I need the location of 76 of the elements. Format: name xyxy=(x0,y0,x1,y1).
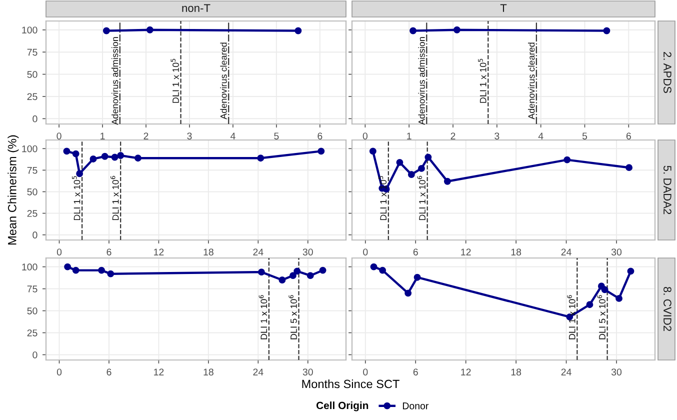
text: 5. DADA2 xyxy=(664,166,672,214)
x-tick-label: 2 xyxy=(450,132,456,140)
legend-title: Cell Origin xyxy=(316,401,368,412)
x-tick-label: 18 xyxy=(511,248,522,256)
y-tick-label: 25 xyxy=(27,329,38,336)
x-tick-label: 0 xyxy=(56,248,62,256)
text: 8. CVID2 xyxy=(664,286,672,331)
ref-line-label: Adenovirus cleared xyxy=(528,42,535,120)
x-tick-label: 0 xyxy=(56,368,62,376)
y-tick-label: 100 xyxy=(22,26,38,34)
chart-title: non-T xyxy=(182,4,210,12)
chart-title: T xyxy=(500,4,507,12)
ref-line-label: Adenovirus admission xyxy=(418,37,425,125)
y-tick-label: 25 xyxy=(27,210,38,217)
x-tick-label: 6 xyxy=(318,132,322,140)
x-tick-label: 1 xyxy=(100,132,105,140)
x-tick-label: 0 xyxy=(56,132,62,140)
x-tick-label: 5 xyxy=(274,132,279,140)
x-tick-label: 12 xyxy=(154,368,164,376)
x-tick-label: 6 xyxy=(413,248,418,256)
ref-line-label: DLI 5 x 10$^{6}$ xyxy=(288,295,297,340)
legend-label: Donor xyxy=(402,402,428,410)
text: 2. APDS xyxy=(664,52,672,93)
ref-line-label: DLI 1 x 10$^{6}$ xyxy=(258,295,268,340)
y-tick-label: 50 xyxy=(27,71,38,78)
x-tick-label: 12 xyxy=(461,368,471,376)
x-tick-label: 24 xyxy=(253,248,264,256)
x-tick-label: 12 xyxy=(461,248,471,256)
x-tick-label: 1 xyxy=(407,132,412,140)
x-tick-label: 4 xyxy=(538,132,544,140)
x-tick-label: 30 xyxy=(302,248,313,256)
x-tick-label: 6 xyxy=(106,248,112,256)
x-tick-label: 0 xyxy=(362,132,368,140)
ref-line-label: DLI 1 x 10$^{6}$ xyxy=(567,295,576,340)
ref-line-label: DLI 1 x 10$^{6}$ xyxy=(417,176,426,220)
y-tick-label: 100 xyxy=(22,264,38,270)
y-tick-label: 25 xyxy=(27,93,38,100)
x-tick-label: 4 xyxy=(230,132,236,140)
y-tick-label: 0 xyxy=(32,115,38,122)
x-tick-label: 30 xyxy=(611,248,622,256)
x-tick-label: 3 xyxy=(494,132,500,140)
x-tick-label: 3 xyxy=(187,132,192,140)
x-tick-label: 0 xyxy=(363,248,368,256)
y-tick-label: 75 xyxy=(27,48,38,56)
ref-line-label: DLI 1 x 10$^{5}$ xyxy=(478,58,486,103)
ref-line-label: DLI 1 x 10$^{5}$ xyxy=(72,176,80,220)
ref-line-label: Adenovirus admission xyxy=(111,37,118,125)
x-tick-label: 24 xyxy=(561,368,572,376)
y-tick-label: 0 xyxy=(32,351,38,358)
ref-line-label: DLI 1 x 10$^{6}$ xyxy=(110,176,119,220)
ref-line-label: DLI 1 x 10$^{5}$ xyxy=(378,176,387,220)
x-tick-label: 30 xyxy=(302,368,313,376)
y-tick-label: 75 xyxy=(27,286,38,292)
x-tick-label: 5 xyxy=(582,132,588,140)
y-tick-label: 100 xyxy=(22,145,38,152)
x-tick-label: 12 xyxy=(154,248,164,256)
x-tick-label: 24 xyxy=(561,248,572,256)
y-tick-label: 50 xyxy=(27,307,38,314)
ref-line-label: DLI 5 x 10$^{6}$ xyxy=(597,295,606,340)
x-tick-label: 24 xyxy=(253,368,264,376)
x-tick-label: 30 xyxy=(611,368,622,376)
y-tick-label: 0 xyxy=(32,232,38,238)
x-tick-label: 18 xyxy=(204,368,214,376)
ref-line-label: DLI 1 x 10$^{5}$ xyxy=(170,58,179,103)
x-tick-label: 18 xyxy=(511,368,522,376)
x-tick-label: 2 xyxy=(144,132,148,140)
x-tick-label: 18 xyxy=(204,248,214,256)
x-tick-label: 6 xyxy=(413,368,418,376)
x-tick-label: 0 xyxy=(363,368,368,376)
x-axis-title: Months Since SCT xyxy=(302,379,400,388)
y-tick-label: 50 xyxy=(27,188,38,196)
y-axis-title: Mean Chimerism (%) xyxy=(8,135,19,244)
ref-line-label: Adenovirus cleared xyxy=(220,42,227,120)
x-tick-label: 6 xyxy=(626,132,631,140)
x-tick-label: 6 xyxy=(106,368,112,376)
y-tick-label: 75 xyxy=(27,167,38,174)
